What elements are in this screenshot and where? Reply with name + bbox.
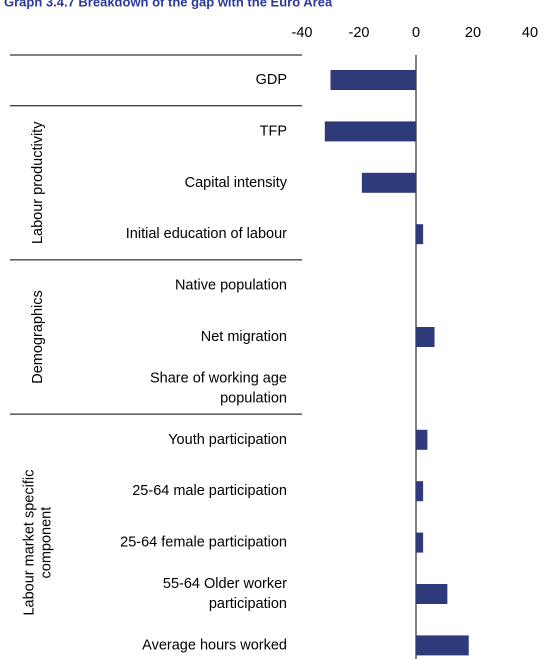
bar (361, 172, 416, 193)
x-tick-label: 0 (412, 25, 420, 41)
chart-title: Graph 3.4.7 Breakdown of the gap with th… (4, 0, 333, 9)
category-label: 25-64 female participation (120, 534, 287, 550)
x-tick-label: 40 (522, 25, 538, 41)
x-tick-label: -40 (292, 25, 313, 41)
x-tick-label: -20 (349, 25, 370, 41)
category-label: GDP (256, 72, 287, 88)
category-label: Capital intensity (185, 175, 288, 191)
bar (324, 121, 416, 142)
bar (416, 327, 435, 347)
bar (330, 70, 416, 90)
category-label: Initial education of labour (126, 226, 287, 242)
category-label: Youth participation (168, 432, 287, 448)
category-label: Average hours worked (142, 637, 287, 653)
category-label: Net migration (201, 329, 287, 345)
bar (416, 584, 448, 604)
bar (416, 532, 424, 553)
category-label: 55-64 Older worker participation (163, 576, 287, 612)
group-label: Labour market specificcomponent (21, 470, 54, 616)
bar (416, 224, 424, 245)
bar (416, 429, 428, 450)
group-label-wrap: Demographics (30, 290, 46, 384)
group-label: Demographics (30, 290, 46, 384)
group-label: Labour productivity (30, 121, 46, 244)
category-label: TFP (260, 123, 287, 139)
category-label: 25-64 male participation (132, 483, 287, 499)
bar (416, 635, 469, 656)
x-tick-label: 20 (465, 25, 481, 41)
bar (416, 481, 424, 502)
category-label: Native population (175, 277, 287, 293)
group-label-wrap: Labour market specificcomponent (21, 470, 54, 616)
category-label: Share of working age population (150, 370, 287, 406)
group-label-wrap: Labour productivity (30, 121, 46, 244)
